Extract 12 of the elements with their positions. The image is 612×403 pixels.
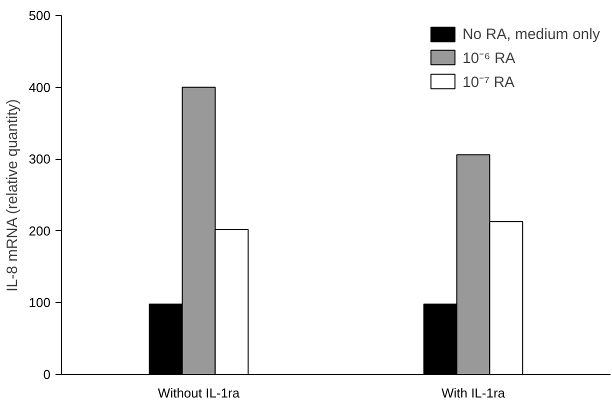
x-tick-label: Without IL-1ra xyxy=(158,386,240,400)
y-axis-title: IL-8 mRNA (relative quantity) xyxy=(4,99,21,292)
y-tick-label: 200 xyxy=(28,223,51,238)
y-tick-label: 300 xyxy=(28,152,51,167)
legend-label: No RA, medium only xyxy=(462,26,600,42)
y-tick-label: 400 xyxy=(28,80,51,95)
x-tick-label: With IL-1ra xyxy=(441,386,506,400)
legend-label: 10⁻⁶ RA xyxy=(462,49,516,67)
y-tick-label: 0 xyxy=(43,367,51,382)
y-tick-label: 100 xyxy=(28,295,51,310)
legend-label: 10⁻⁷ RA xyxy=(462,73,515,91)
y-tick-label: 500 xyxy=(28,8,51,23)
